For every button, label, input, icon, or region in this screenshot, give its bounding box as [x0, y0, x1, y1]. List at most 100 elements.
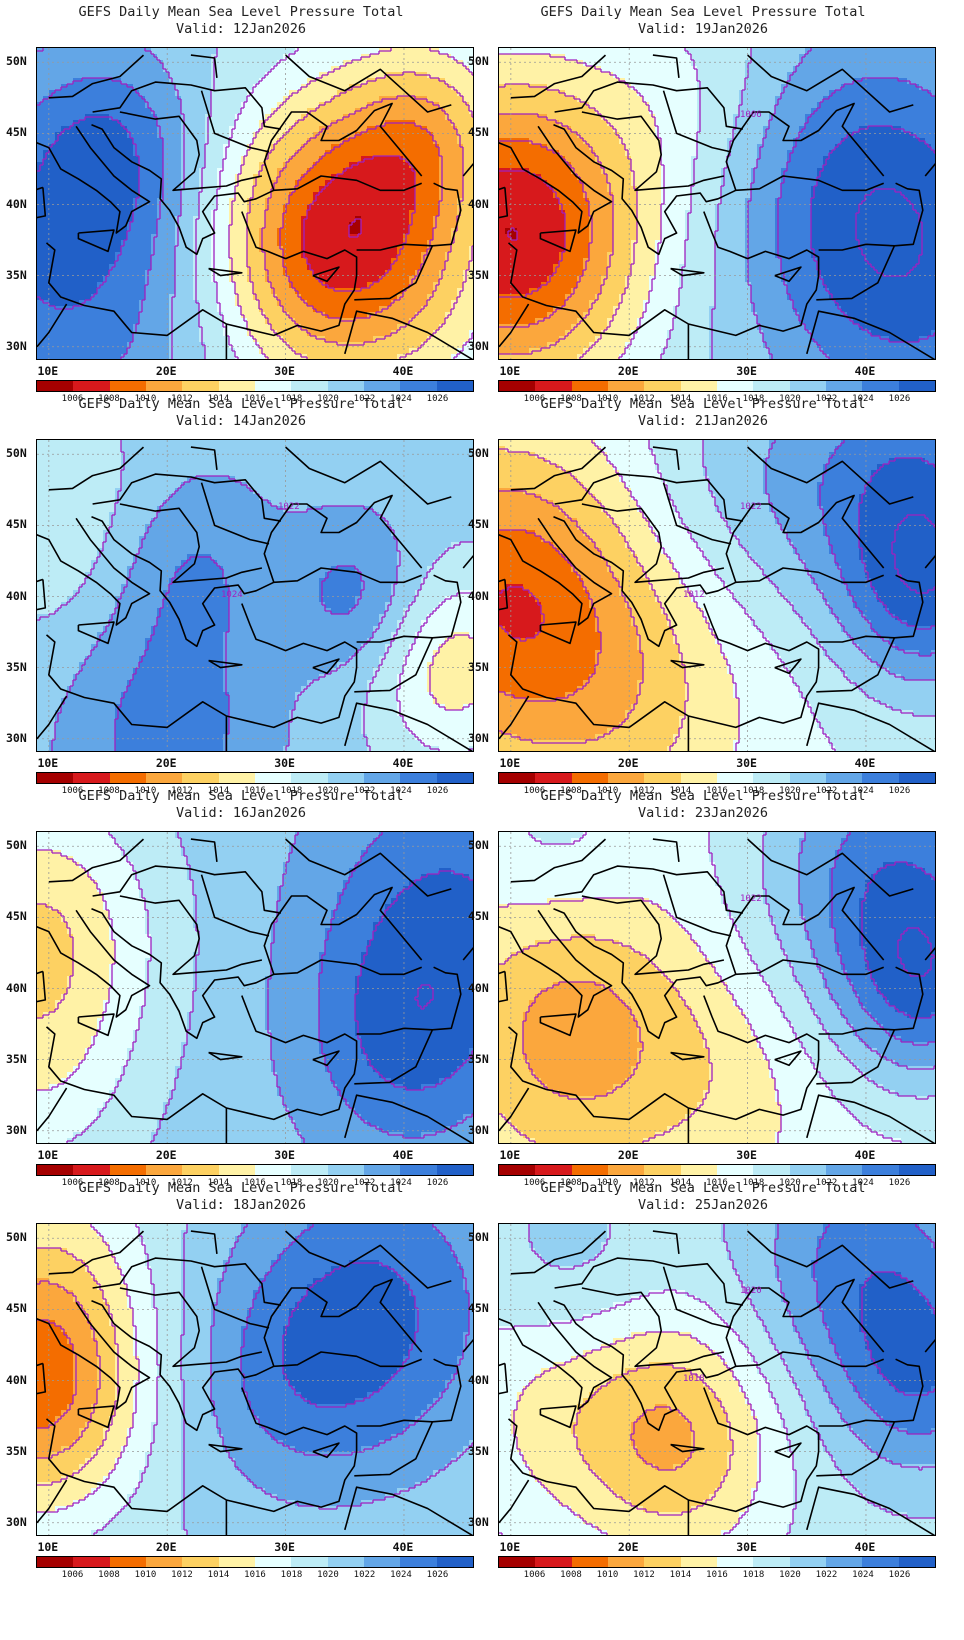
coastline — [774, 266, 802, 283]
coastline — [208, 1051, 243, 1061]
colorbar-swatch — [680, 773, 717, 783]
colorbar-swatch — [535, 773, 572, 783]
coastline — [354, 245, 434, 301]
latitude-label: 50N — [6, 839, 36, 851]
longitude-label: 30E — [265, 1540, 305, 1554]
colorbar-label: 1008 — [89, 1178, 129, 1188]
colorbar — [498, 1164, 936, 1176]
colorbar-swatch — [254, 381, 292, 391]
coastline — [312, 266, 340, 283]
latitude-label: 50N — [6, 55, 36, 67]
panel-title: GEFS Daily Mean Sea Level Pressure Total — [0, 396, 482, 413]
coastline — [499, 909, 613, 1018]
coastline — [37, 909, 151, 1018]
colorbar-label: 1006 — [53, 394, 93, 404]
coastline — [119, 111, 263, 192]
colorbar-label: 1014 — [661, 394, 701, 404]
colorbar-swatch — [37, 1557, 74, 1567]
coastline — [356, 966, 462, 1035]
colorbar-swatch — [862, 773, 899, 783]
coastline — [285, 446, 452, 505]
colorbar-label: 1010 — [126, 394, 166, 404]
coastline — [77, 621, 115, 645]
colorbar-label: 1014 — [199, 1570, 239, 1580]
colorbar-swatch — [680, 381, 717, 391]
longitude-label: 40E — [383, 756, 423, 770]
coastline — [45, 211, 358, 337]
panel-title: GEFS Daily Mean Sea Level Pressure Total — [0, 788, 482, 805]
colorbar-swatch — [400, 381, 437, 391]
colorbar-swatch — [825, 1165, 863, 1175]
longitude-label: 30E — [265, 364, 305, 378]
latitude-label: 30N — [468, 340, 498, 352]
coastline — [806, 1486, 935, 1535]
latitude-label: 45N — [6, 1302, 36, 1314]
latitude-label: 30N — [6, 1516, 36, 1528]
isobar-lines — [37, 440, 473, 751]
colorbar-swatch — [400, 1165, 437, 1175]
coastline — [774, 1442, 802, 1459]
colorbar-label: 1008 — [89, 394, 129, 404]
colorbar-swatch — [644, 773, 681, 783]
coastline — [499, 125, 613, 234]
coastline — [312, 1050, 340, 1067]
colorbar-label: 1022 — [345, 786, 385, 796]
latitude-label: 45N — [468, 126, 498, 138]
colorbar-label: 1010 — [588, 1178, 628, 1188]
coastline — [119, 895, 263, 976]
isobar-label: 1006 — [740, 110, 762, 120]
coastline — [652, 54, 680, 78]
colorbar-swatch — [607, 1165, 645, 1175]
coastline — [507, 1387, 820, 1513]
latitude-label: 40N — [468, 590, 498, 602]
longitude-label: 30E — [265, 1148, 305, 1162]
colorbar — [36, 1556, 474, 1568]
colorbar-swatch — [400, 773, 437, 783]
colorbar-label: 1026 — [418, 786, 458, 796]
coastline — [344, 1486, 473, 1535]
colorbar-label: 1016 — [697, 786, 737, 796]
coastline — [507, 603, 820, 729]
pressure-map: 1020 1018 — [498, 1223, 936, 1536]
coastline — [499, 303, 530, 348]
colorbar-label: 1014 — [661, 1570, 701, 1580]
latitude-label: 40N — [6, 1374, 36, 1386]
colorbar-label: 1024 — [843, 1570, 883, 1580]
coastline — [581, 111, 725, 192]
longitude-label: 40E — [845, 1148, 885, 1162]
coastline — [354, 1421, 434, 1477]
longitude-label: 30E — [265, 756, 305, 770]
colorbar-swatch — [535, 1557, 572, 1567]
pressure-map-panel: GEFS Daily Mean Sea Level Pressure Total… — [0, 1176, 482, 1586]
coastline — [499, 1479, 530, 1524]
colorbar-swatch — [825, 773, 863, 783]
coastline — [539, 229, 577, 253]
coastline — [924, 162, 935, 177]
isobar-label: 1018 — [683, 1374, 705, 1384]
coastline — [37, 695, 68, 740]
pressure-map-panel: GEFS Daily Mean Sea Level Pressure Total… — [462, 1176, 944, 1586]
coastline — [48, 54, 145, 99]
colorbar-label: 1018 — [272, 1178, 312, 1188]
coastline — [263, 494, 423, 583]
pressure-map-panel: GEFS Daily Mean Sea Level Pressure Total… — [462, 0, 944, 410]
coastline — [462, 554, 473, 569]
colorbar-swatch — [327, 381, 364, 391]
panel-valid-date: Valid: 23Jan2026 — [462, 805, 944, 822]
latitude-label: 35N — [468, 661, 498, 673]
colorbar-label: 1012 — [624, 1178, 664, 1188]
colorbar-swatch — [607, 1557, 645, 1567]
longitude-label: 30E — [727, 364, 767, 378]
coastline — [45, 1387, 358, 1513]
colorbar-label: 1022 — [345, 394, 385, 404]
latitude-label: 35N — [468, 1445, 498, 1457]
coastline — [208, 659, 243, 669]
coastline — [208, 267, 243, 277]
coastline — [554, 1257, 744, 1306]
coastline — [48, 838, 145, 883]
colorbar-label: 1014 — [199, 1178, 239, 1188]
coastline — [499, 970, 509, 1003]
colorbar-label: 1018 — [734, 1178, 774, 1188]
longitude-label: 20E — [146, 1148, 186, 1162]
coastline — [553, 1300, 884, 1432]
